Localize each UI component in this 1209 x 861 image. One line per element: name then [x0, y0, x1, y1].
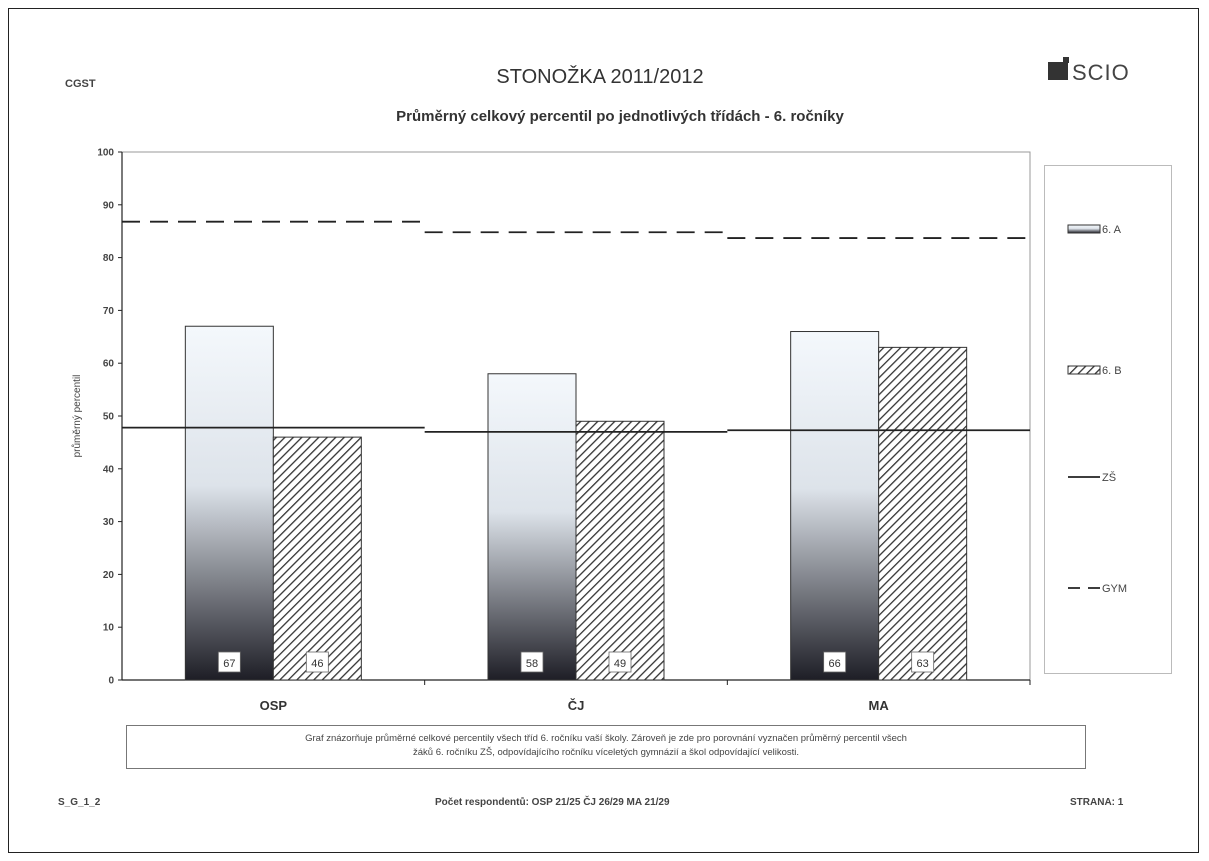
- data-label: 46: [311, 658, 323, 670]
- chart-subtitle: Průměrný celkový percentil po jednotlivý…: [396, 108, 844, 125]
- data-label: 67: [223, 658, 235, 670]
- logo-square-icon: [1048, 62, 1068, 80]
- chart-title: STONOŽKA 2011/2012: [496, 66, 704, 88]
- y-tick-label: 40: [103, 464, 115, 475]
- note-line-1: Graf znázorňuje průměrné celkové percent…: [305, 733, 907, 744]
- legend-label: GYM: [1102, 583, 1127, 595]
- y-tick-label: 80: [103, 253, 115, 264]
- data-label: 66: [829, 658, 841, 670]
- bar-b: [878, 346, 968, 681]
- y-tick-label: 20: [103, 570, 115, 581]
- legend-box: [1044, 165, 1172, 674]
- data-label-box: [608, 651, 632, 673]
- scio-logo: SCIO: [1048, 54, 1158, 90]
- y-tick-label: 90: [103, 200, 115, 211]
- data-label-box: [823, 651, 847, 673]
- y-tick-label: 100: [97, 148, 114, 159]
- data-label-box: [911, 651, 935, 673]
- y-tick-label: 30: [103, 517, 115, 528]
- footer-respondents: Počet respondentů: OSP 21/25 ČJ 26/29 MA…: [435, 797, 670, 808]
- logo-text: SCIO: [1072, 60, 1130, 85]
- bar-a: [790, 331, 880, 681]
- legend-swatch: [1067, 224, 1101, 234]
- y-axis-label: průměrný percentil: [71, 375, 83, 458]
- data-label-box: [217, 651, 241, 673]
- note-line-2: žáků 6. ročníku ZŠ, odpovídajícího roční…: [413, 747, 799, 758]
- legend-label: 6. B: [1102, 365, 1122, 377]
- header-code: CGST: [65, 78, 96, 90]
- data-label: 49: [614, 658, 626, 670]
- category-label: MA: [869, 698, 890, 713]
- y-tick-label: 50: [103, 412, 115, 423]
- data-label: 58: [526, 658, 538, 670]
- logo-dot-icon: [1063, 57, 1069, 63]
- y-tick-label: 60: [103, 359, 115, 370]
- y-tick-label: 0: [108, 676, 114, 687]
- legend-label: ZŠ: [1102, 471, 1116, 484]
- category-label: OSP: [260, 698, 288, 713]
- legend-swatch: [1067, 365, 1101, 375]
- chart-note: Graf znázorňuje průměrné celkové percent…: [126, 725, 1086, 769]
- bar-a: [487, 373, 577, 681]
- category-label: ČJ: [568, 698, 585, 713]
- data-label-box: [305, 651, 329, 673]
- y-tick-label: 10: [103, 623, 115, 634]
- data-label-box: [520, 651, 544, 673]
- legend-label: 6. A: [1102, 224, 1122, 236]
- bar-b: [272, 436, 362, 681]
- footer-page: STRANA: 1: [1070, 797, 1124, 808]
- bar-a: [184, 325, 274, 681]
- data-label: 63: [917, 658, 929, 670]
- page-frame: [8, 8, 1199, 853]
- y-tick-label: 70: [103, 306, 115, 317]
- footer-code: S_G_1_2: [58, 797, 101, 808]
- bar-b: [575, 420, 665, 681]
